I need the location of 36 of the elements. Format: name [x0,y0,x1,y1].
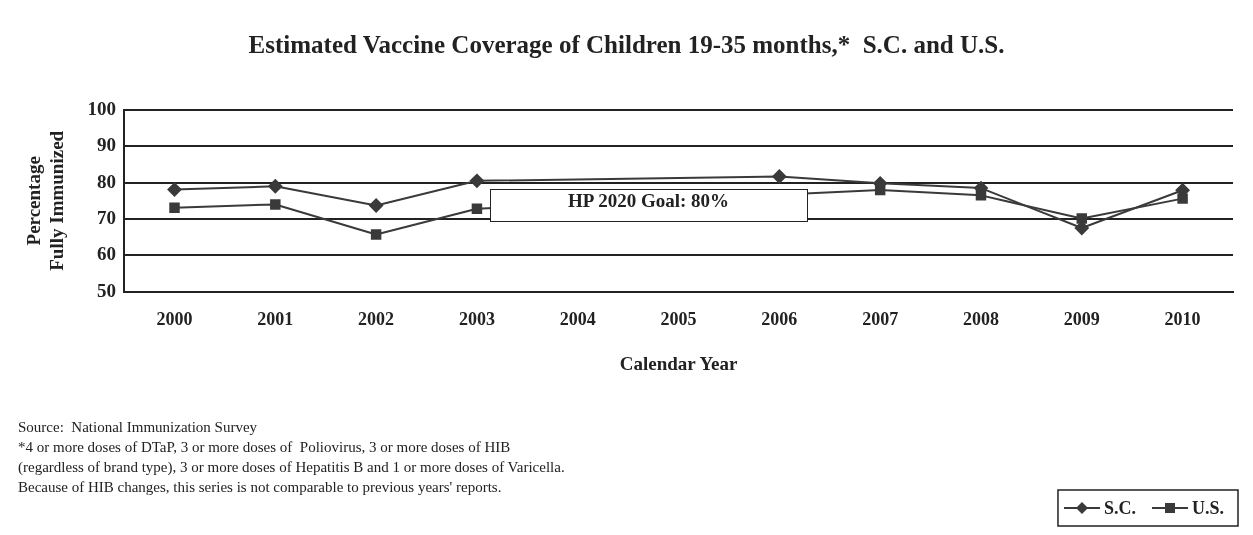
legend-label: S.C. [1103,497,1136,518]
point [471,203,483,215]
point [369,198,384,213]
x-tick-label: 2002 [358,309,395,330]
point [1074,221,1089,236]
point [167,182,182,197]
chart-title: Estimated Vaccine Coverage of Children 19-35 months,* S.C. and U.S. [248,31,1005,59]
x-tick-label: 2009 [1063,309,1100,330]
point [169,202,180,213]
y-axis-title: Percentage Fully Immunized [23,130,68,271]
point [370,229,382,240]
point [268,179,283,194]
y-tick-label: 70 [97,206,117,228]
point [772,169,787,184]
x-tick-label: 2006 [761,309,798,330]
x-tick-label: 2001 [257,309,294,330]
point [469,173,484,188]
y-tick-label: 90 [97,134,117,156]
y-tick-label: 100 [87,97,117,119]
x-tick-label: 2008 [962,309,999,330]
y-tick-label: 60 [97,243,117,265]
y-tick-label: 80 [97,170,117,192]
x-axis-title: Calendar Year [619,352,738,374]
legend-label: U.S. [1191,497,1225,518]
x-tick-label: 2004 [559,309,596,330]
x-tick-label: 2005 [660,309,697,330]
point [270,199,281,210]
x-tick-label: 2003 [458,309,495,330]
y-tick-label: 50 [97,279,117,301]
x-tick-label: 2010 [1164,309,1201,330]
text: *4 or more doses of DTaP, 3 or more doses of Poliovirus, 3 or more doses of HIB (regardless of brand type), 3 or more doses of Hepatitis B and 1 or more doses of Varicella. Because of HIB changes, this series is not comparable to previous years' reports. [18,439,565,495]
x-tick-label: 2007 [862,309,899,330]
note-box: HP 2020 Goal: 80% [489,188,808,222]
point [1076,213,1088,224]
x-tick-label: 2000 [156,309,193,330]
source-note: Source: National Immunization Survey [18,419,258,435]
